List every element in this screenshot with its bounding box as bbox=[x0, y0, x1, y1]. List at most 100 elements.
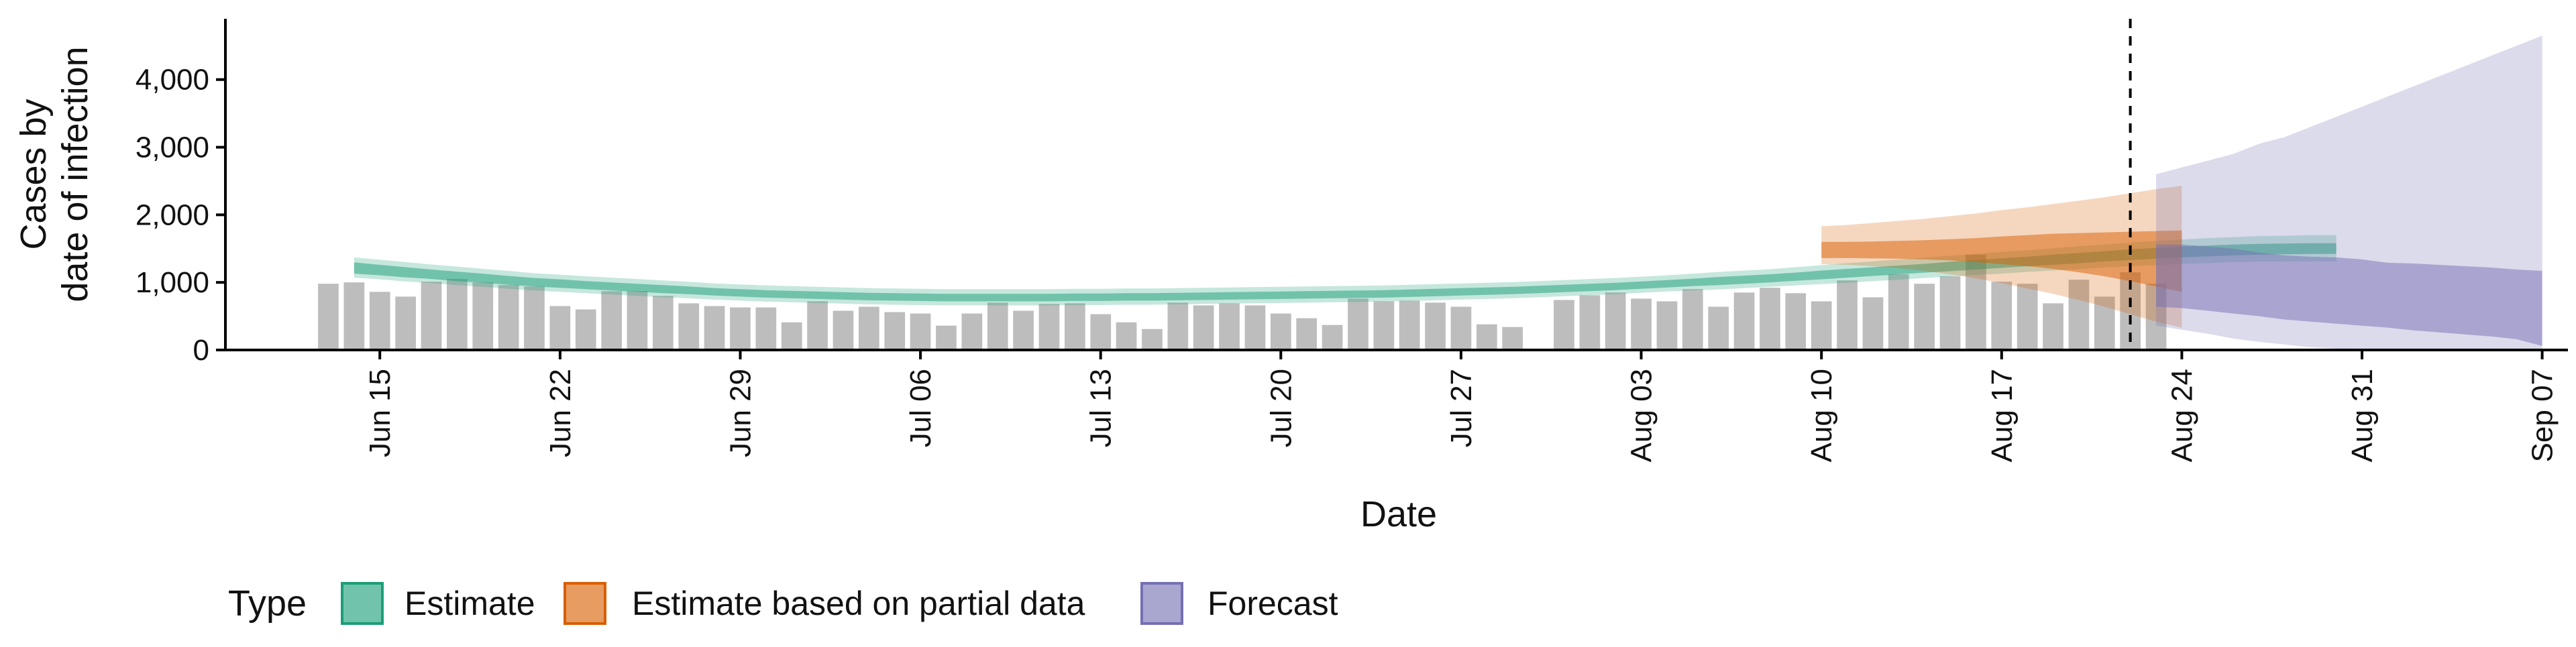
case-bar bbox=[2043, 303, 2063, 350]
x-tick-label: Jun 22 bbox=[544, 369, 577, 457]
case-bar bbox=[1888, 274, 1909, 350]
case-bar bbox=[1939, 276, 1961, 350]
case-bar bbox=[987, 302, 1008, 350]
case-bar bbox=[936, 325, 957, 350]
case-bar bbox=[1373, 301, 1395, 350]
case-bar bbox=[1244, 305, 1266, 350]
case-bar bbox=[1914, 284, 1935, 350]
forecast-inner-ribbon bbox=[2156, 244, 2542, 346]
case-bar bbox=[472, 282, 494, 350]
y-tick-label: 2,000 bbox=[136, 198, 209, 231]
estimate-ribbons bbox=[354, 36, 2542, 350]
y-axis-title: Cases by date of infection bbox=[13, 46, 95, 302]
x-tick-label: Jun 15 bbox=[364, 369, 396, 457]
case-bar bbox=[1116, 322, 1137, 350]
case-bar bbox=[910, 313, 931, 350]
case-bar bbox=[678, 303, 700, 350]
estimate-outer-ribbon bbox=[354, 235, 2337, 306]
case-bar bbox=[1682, 289, 1703, 350]
x-tick-label: Jul 13 bbox=[1085, 369, 1118, 447]
case-bar bbox=[627, 291, 648, 350]
case-bar bbox=[549, 306, 571, 350]
x-axis-title: Date bbox=[1360, 494, 1437, 534]
legend: Type Estimate Estimate based on partial … bbox=[228, 582, 1338, 625]
case-bar bbox=[1013, 310, 1034, 350]
case-bar bbox=[2094, 296, 2115, 350]
case-bar bbox=[575, 309, 596, 350]
case-bar bbox=[1477, 324, 1497, 350]
case-bar bbox=[730, 307, 751, 350]
case-bar bbox=[1322, 325, 1343, 350]
case-bar bbox=[395, 296, 416, 350]
y-tick-label: 4,000 bbox=[136, 64, 209, 97]
y-axis-title-line-1: Cases by bbox=[13, 99, 54, 249]
case-bar bbox=[1991, 282, 2012, 350]
partial-inner-ribbon bbox=[1821, 230, 2182, 292]
case-bars bbox=[318, 254, 2167, 350]
legend-label-forecast: Forecast bbox=[1208, 585, 1338, 622]
x-tick-label: Aug 10 bbox=[1805, 369, 1838, 462]
x-tick-label: Jun 29 bbox=[724, 369, 757, 457]
case-bar bbox=[961, 313, 983, 350]
case-bar bbox=[524, 286, 545, 350]
case-bar bbox=[833, 310, 854, 350]
y-tick-label: 0 bbox=[193, 334, 209, 367]
case-bar bbox=[1271, 313, 1291, 350]
case-bar bbox=[1167, 302, 1189, 350]
case-bar bbox=[1425, 302, 1446, 350]
case-bar bbox=[1193, 305, 1214, 350]
case-bar bbox=[781, 322, 802, 350]
case-bar bbox=[2017, 284, 2038, 350]
legend-swatch-partial bbox=[564, 582, 606, 625]
x-tick-label: Jul 27 bbox=[1445, 369, 1478, 447]
case-bar bbox=[1708, 306, 1729, 350]
legend-swatch-forecast bbox=[1140, 582, 1183, 625]
case-bar bbox=[498, 285, 519, 350]
x-tick-label: Aug 31 bbox=[2346, 369, 2379, 462]
case-bar bbox=[1733, 292, 1755, 350]
case-bar bbox=[1090, 314, 1112, 350]
axes bbox=[224, 19, 2568, 351]
x-axis-ticks: Jun 15 Jun 22 Jun 29 Jul 06 Jul 13 Jul 20 Jul … bbox=[364, 350, 2559, 462]
case-bar bbox=[318, 284, 339, 350]
case-bar bbox=[1219, 303, 1240, 350]
legend-swatch-estimate bbox=[341, 582, 384, 625]
y-tick-label: 1,000 bbox=[136, 266, 209, 299]
legend-label-partial: Estimate based on partial data bbox=[632, 585, 1085, 622]
case-bar bbox=[755, 307, 777, 350]
case-bar bbox=[1450, 306, 1472, 350]
x-tick-label: Jul 06 bbox=[904, 369, 937, 447]
case-bar bbox=[1142, 329, 1163, 350]
x-tick-label: Jul 20 bbox=[1265, 369, 1297, 447]
case-bar bbox=[601, 291, 622, 350]
case-bar bbox=[421, 282, 442, 350]
case-bar bbox=[653, 296, 674, 350]
case-bar bbox=[369, 292, 390, 350]
case-bar bbox=[343, 282, 365, 350]
case-bar bbox=[1656, 301, 1678, 350]
case-bar bbox=[1502, 327, 1523, 350]
x-tick-label: Sep 07 bbox=[2526, 369, 2559, 462]
x-tick-label: Aug 03 bbox=[1625, 369, 1658, 462]
case-bar bbox=[1760, 288, 1780, 350]
case-bar bbox=[1862, 297, 1884, 350]
case-bar bbox=[1631, 298, 1652, 350]
case-bar bbox=[807, 301, 828, 350]
legend-label-estimate: Estimate bbox=[405, 585, 535, 622]
case-bar bbox=[884, 312, 906, 350]
case-bar bbox=[704, 306, 725, 350]
case-bar bbox=[1966, 254, 1986, 350]
y-axis-title-line-2: date of infection bbox=[55, 46, 95, 302]
case-bar bbox=[1605, 292, 1626, 350]
case-bar bbox=[447, 279, 468, 350]
case-bar bbox=[1348, 298, 1368, 350]
y-tick-label: 3,000 bbox=[136, 131, 209, 164]
case-bar bbox=[1554, 300, 1574, 350]
case-bar bbox=[1399, 300, 1420, 350]
case-bar bbox=[1065, 303, 1085, 350]
case-bar bbox=[2068, 280, 2090, 350]
case-bar bbox=[1785, 293, 1807, 350]
y-axis-ticks: 0 1,000 2,000 3,000 4,000 bbox=[136, 64, 225, 367]
